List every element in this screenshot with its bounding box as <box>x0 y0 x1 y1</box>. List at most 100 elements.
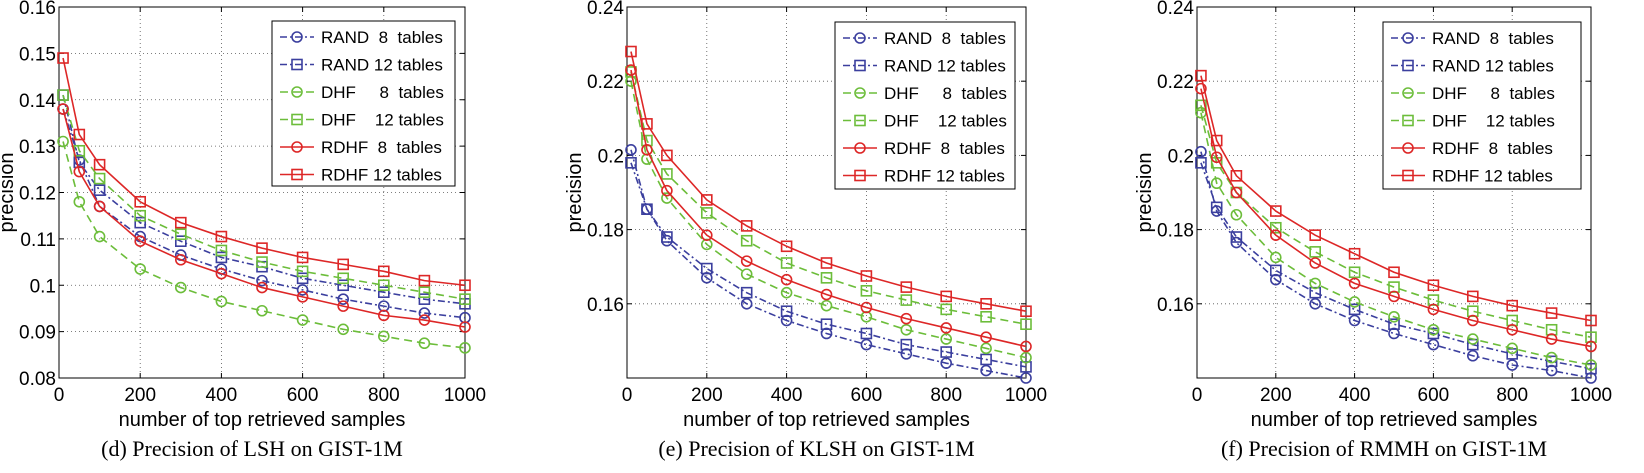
x-tick-label: 1000 <box>1005 385 1047 406</box>
data-point <box>980 297 992 310</box>
data-point <box>1427 323 1440 336</box>
data-point <box>134 263 146 275</box>
data-point <box>1427 303 1440 316</box>
data-point <box>820 318 833 331</box>
data-point <box>1427 279 1440 292</box>
data-point <box>1348 303 1361 316</box>
legend-entry: RAND 12 tables <box>843 57 1006 76</box>
data-point <box>1210 201 1223 214</box>
series-rand-square <box>1195 157 1597 375</box>
legend-marker <box>1402 169 1414 182</box>
legend-marker <box>291 113 303 126</box>
data-point <box>418 293 431 305</box>
data-point <box>175 235 187 247</box>
y-tick-label: 0.14 <box>19 91 56 112</box>
data-point <box>337 323 350 336</box>
legend-entry: RDHF 8 tables <box>1391 139 1553 158</box>
chart-0: 0 200 400 600 800 1000 0.08 0.09 0.1 0.11 0.12 0.13… <box>0 0 486 461</box>
legend-entry: RDHF 12 tables <box>280 166 442 185</box>
data-point <box>700 194 713 206</box>
data-point <box>134 209 146 222</box>
data-point <box>1195 82 1207 95</box>
data-point <box>215 230 228 243</box>
legend-entry: RDHF 8 tables <box>843 139 1005 158</box>
y-tick-label: 0.09 <box>19 323 56 344</box>
data-point <box>175 281 187 294</box>
series-line <box>1200 151 1592 379</box>
data-point <box>418 337 431 350</box>
caption: (e) Precision of KLSH on GIST-1M <box>658 436 974 461</box>
data-point <box>1020 351 1032 364</box>
data-point <box>1388 310 1400 323</box>
data-point <box>337 293 350 305</box>
data-point <box>1195 157 1207 169</box>
legend-marker <box>291 141 303 153</box>
data-point <box>57 89 69 101</box>
x-axis-label: number of top retrieved samples <box>1251 409 1538 431</box>
data-point <box>1309 229 1321 241</box>
data-point <box>57 89 69 101</box>
legend-box <box>1382 21 1582 190</box>
data-point <box>820 299 833 312</box>
data-point <box>1545 355 1558 368</box>
legend-label: DHF 12 tables <box>884 112 1007 131</box>
data-point <box>641 144 653 156</box>
data-point <box>740 234 753 247</box>
data-point <box>1210 177 1223 190</box>
data-point <box>940 290 953 303</box>
x-tick-label: 400 <box>1339 385 1371 406</box>
data-point <box>215 295 228 308</box>
data-point <box>256 242 268 254</box>
x-tick-label: 800 <box>368 385 400 406</box>
x-axis-label: number of top retrieved samples <box>683 409 970 431</box>
legend-marker <box>1402 32 1414 44</box>
chart-2: 0 200 400 600 800 1000 0.16 0.18 0.2 0.22 0.24 RAND… <box>1134 0 1612 461</box>
data-point <box>377 286 390 299</box>
legend-entry: DHF 8 tables <box>843 84 1007 103</box>
y-tick-label: 0.2 <box>598 146 624 167</box>
legend-entry: DHF 8 tables <box>1391 84 1555 103</box>
data-point <box>1270 264 1282 277</box>
legend-label: RAND 8 tables <box>884 29 1006 48</box>
y-tick-label: 0.24 <box>1157 0 1194 19</box>
series-line <box>630 162 1027 368</box>
data-point <box>418 274 431 287</box>
legend-entry: RDHF 8 tables <box>280 138 442 157</box>
legend-label: RDHF 12 tables <box>884 167 1005 186</box>
data-point <box>1427 327 1440 340</box>
data-point <box>337 258 350 271</box>
x-tick-label: 600 <box>287 385 319 406</box>
data-point <box>296 291 309 303</box>
data-point <box>73 195 86 208</box>
data-point <box>1388 290 1400 303</box>
data-point <box>641 118 653 130</box>
data-point <box>134 216 146 229</box>
legend-entry: RDHF 12 tables <box>843 167 1005 186</box>
data-point <box>625 144 637 156</box>
data-point <box>1270 229 1282 241</box>
data-point <box>740 220 753 232</box>
legend-entry: RAND 8 tables <box>843 29 1006 48</box>
y-tick-label: 0.16 <box>1157 295 1194 316</box>
legend-label: DHF 8 tables <box>321 83 444 102</box>
x-tick-label: 400 <box>206 385 238 406</box>
x-tick-label: 800 <box>1496 385 1528 406</box>
data-point <box>1585 340 1597 353</box>
data-point <box>1348 296 1361 308</box>
data-point <box>1427 338 1440 351</box>
data-point <box>1270 221 1282 234</box>
data-point <box>337 272 350 285</box>
data-point <box>1388 266 1400 279</box>
data-point <box>1585 359 1597 371</box>
data-point <box>1467 333 1479 345</box>
legend-entry: RAND 8 tables <box>1391 29 1554 48</box>
legend-box <box>834 21 1016 190</box>
legend-marker <box>1402 87 1414 99</box>
y-tick-label: 0.13 <box>19 137 56 158</box>
data-point <box>780 305 793 318</box>
legend-entry: DHF 12 tables <box>280 111 444 130</box>
data-point <box>940 346 953 358</box>
data-point <box>134 235 146 247</box>
data-point <box>700 207 713 219</box>
